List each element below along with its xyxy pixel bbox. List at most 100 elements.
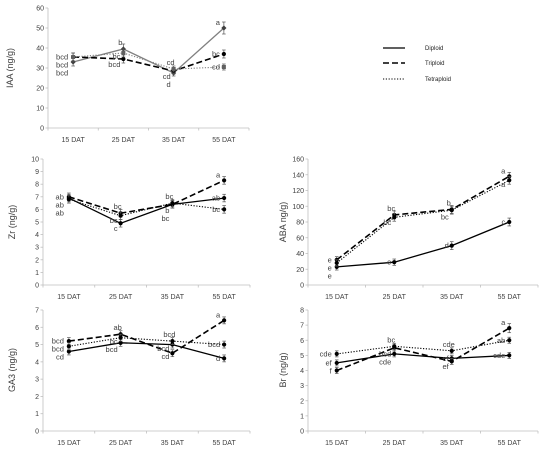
significance-letter: d — [216, 354, 220, 363]
x-tick-label: 55 DAT — [212, 137, 236, 144]
data-point — [449, 243, 454, 248]
significance-letter: e — [328, 271, 332, 280]
x-tick-label: 25 DAT — [109, 440, 133, 447]
significance-letter: bc — [387, 204, 395, 213]
significance-letter: bc — [383, 218, 391, 227]
data-point — [221, 51, 226, 57]
y-tick-label: 3 — [35, 377, 39, 384]
significance-letter: d — [166, 80, 170, 89]
data-point — [170, 339, 175, 344]
series-line — [68, 337, 225, 347]
series-diploid — [66, 339, 227, 363]
y-tick-label: 4 — [35, 359, 39, 366]
y-tick-label: 4 — [35, 232, 39, 239]
series-line — [68, 179, 225, 215]
data-point — [66, 197, 71, 202]
significance-letter: c — [502, 218, 506, 227]
legend-label: Tetraploid — [425, 77, 451, 83]
data-point — [118, 213, 123, 218]
series-diploid — [66, 193, 227, 228]
y-tick-label: 40 — [296, 251, 304, 258]
y-tick-label: 0 — [35, 283, 39, 290]
significance-letter: b — [447, 198, 451, 207]
y-tick-label: 7 — [35, 194, 39, 201]
significance-letter: bcd — [157, 344, 169, 353]
significance-letter: ab — [56, 208, 64, 217]
data-point — [222, 318, 227, 323]
y-tick-label: 4 — [300, 368, 304, 375]
y-tick-label: 80 — [296, 220, 304, 227]
series-line — [336, 339, 510, 355]
y-tick-label: 120 — [292, 188, 304, 195]
x-tick-label: 25 DAT — [383, 294, 407, 301]
significance-letter: ab — [56, 192, 64, 201]
y-tick-label: 0 — [300, 429, 304, 436]
legend: Diploid Triploid Tetraploid — [383, 46, 451, 83]
y-tick-label: 7 — [35, 308, 39, 315]
series-line — [336, 179, 510, 264]
significance-letter: c — [114, 224, 118, 233]
y-tick-label: 3 — [35, 245, 39, 252]
data-point — [170, 201, 175, 206]
series-line — [68, 319, 225, 355]
significance-letter: a — [216, 18, 221, 27]
series-line — [336, 175, 510, 261]
y-tick-label: 60 — [36, 6, 44, 13]
significance-letter: a — [501, 318, 506, 327]
x-tick-label: 15 DAT — [62, 137, 86, 144]
chart-ga3: 0 1 2 3 4 5 6 7 15 DAT 25 DAT 35 DAT 55 DAT GA3 (ng/… — [7, 308, 251, 447]
y-axis-label: Zr (ng/g) — [7, 205, 17, 240]
y-tick-label: 0 — [35, 429, 39, 436]
significance-letter: b — [165, 206, 169, 215]
data-point — [222, 178, 227, 183]
series-tetraploid — [66, 195, 227, 220]
significance-letter: cd — [167, 58, 175, 67]
data-point — [392, 260, 397, 265]
data-point — [118, 335, 123, 340]
y-tick-label: 9 — [35, 169, 39, 176]
x-tick-label: 35 DAT — [162, 137, 186, 144]
y-tick-label: 8 — [300, 308, 304, 315]
data-point — [222, 207, 227, 212]
series-diploid — [334, 350, 512, 367]
y-tick-label: 6 — [35, 207, 39, 214]
series-line — [68, 342, 225, 360]
x-tick-label: 15 DAT — [57, 294, 81, 301]
significance-letter: cde — [379, 357, 391, 366]
significance-letter: a — [501, 166, 506, 175]
data-point — [66, 339, 71, 344]
data-point — [392, 351, 397, 356]
y-tick-label: 5 — [35, 342, 39, 349]
series-tetraploid — [334, 336, 512, 358]
x-tick-label: 25 DAT — [383, 440, 407, 447]
y-axis-label: IAA (ng/g) — [5, 48, 15, 88]
x-tick-label: 55 DAT — [213, 440, 237, 447]
x-tick-label: 35 DAT — [440, 294, 464, 301]
data-point — [222, 356, 227, 361]
significance-letter: bc — [110, 337, 118, 346]
data-point — [121, 51, 126, 55]
series-diploid — [334, 217, 512, 271]
data-point — [66, 349, 71, 354]
y-tick-label: 20 — [296, 267, 304, 274]
y-tick-label: 30 — [36, 66, 44, 73]
data-point — [449, 348, 454, 353]
y-axis-label: ABA ng/g) — [278, 202, 288, 243]
y-tick-label: 8 — [35, 182, 39, 189]
series-tetraploid — [334, 175, 512, 267]
y-tick-label: 10 — [36, 106, 44, 113]
data-point — [70, 59, 76, 65]
significance-letter: bc — [441, 212, 449, 221]
significance-letter: bcd — [52, 337, 64, 346]
series-triploid — [334, 172, 512, 264]
y-tick-label: 100 — [292, 204, 304, 211]
data-point — [66, 344, 71, 349]
y-tick-label: 1 — [300, 413, 304, 420]
significance-letter: a — [216, 170, 221, 179]
series-line — [73, 52, 224, 70]
significance-letter: b — [118, 38, 122, 47]
significance-letter: cde — [493, 351, 505, 360]
significance-letter: ab — [113, 323, 121, 332]
y-tick-label: 3 — [300, 383, 304, 390]
